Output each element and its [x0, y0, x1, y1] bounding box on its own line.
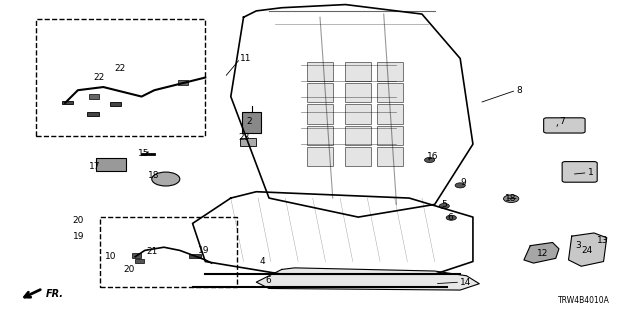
- Bar: [346, 147, 371, 166]
- Text: 19: 19: [73, 232, 84, 241]
- Bar: [243, 112, 261, 133]
- Text: 23: 23: [239, 133, 250, 142]
- Text: 21: 21: [147, 247, 158, 257]
- Text: 4: 4: [259, 257, 265, 266]
- Text: 13: 13: [597, 236, 609, 245]
- Text: 24: 24: [581, 246, 593, 255]
- Circle shape: [504, 195, 519, 203]
- FancyBboxPatch shape: [562, 162, 597, 182]
- Polygon shape: [568, 233, 607, 266]
- Polygon shape: [256, 268, 479, 290]
- Bar: [378, 105, 403, 124]
- Polygon shape: [524, 243, 559, 263]
- Circle shape: [424, 157, 435, 163]
- Text: 17: 17: [89, 162, 100, 171]
- Bar: [132, 253, 141, 258]
- Text: 18: 18: [505, 194, 516, 203]
- Bar: [62, 101, 74, 105]
- Bar: [36, 19, 205, 136]
- Text: 1: 1: [588, 168, 593, 177]
- Text: 2: 2: [246, 117, 252, 126]
- Bar: [378, 147, 403, 166]
- Bar: [346, 83, 371, 102]
- Bar: [307, 83, 333, 102]
- Bar: [189, 254, 201, 258]
- Bar: [378, 126, 403, 145]
- Text: 22: 22: [115, 63, 126, 73]
- Bar: [346, 105, 371, 124]
- Circle shape: [439, 204, 449, 209]
- Bar: [100, 217, 237, 287]
- Bar: [88, 112, 99, 116]
- Bar: [96, 158, 126, 171]
- Text: 3: 3: [575, 241, 580, 250]
- Bar: [378, 62, 403, 81]
- Bar: [378, 83, 403, 102]
- Text: 12: 12: [537, 249, 548, 258]
- Text: 20: 20: [73, 216, 84, 225]
- Text: 11: 11: [241, 54, 252, 63]
- Bar: [178, 80, 188, 85]
- Text: 19: 19: [198, 246, 209, 255]
- Text: 5: 5: [441, 200, 447, 209]
- Text: FR.: FR.: [46, 289, 64, 299]
- Bar: [346, 126, 371, 145]
- Bar: [346, 62, 371, 81]
- Bar: [109, 102, 121, 106]
- Bar: [307, 62, 333, 81]
- Text: 18: 18: [148, 172, 159, 180]
- Text: 22: 22: [94, 73, 105, 82]
- Circle shape: [455, 183, 465, 188]
- Text: 9: 9: [460, 178, 466, 187]
- Circle shape: [152, 172, 180, 186]
- Bar: [307, 147, 333, 166]
- Bar: [135, 259, 144, 263]
- Text: TRW4B4010A: TRW4B4010A: [558, 296, 610, 305]
- Circle shape: [446, 215, 456, 220]
- Bar: [89, 94, 99, 99]
- Text: 7: 7: [559, 117, 564, 126]
- Text: 15: 15: [138, 149, 150, 158]
- Text: 6: 6: [447, 212, 453, 222]
- Bar: [241, 138, 256, 146]
- Bar: [307, 126, 333, 145]
- FancyBboxPatch shape: [543, 118, 585, 133]
- Text: 8: 8: [516, 86, 522, 95]
- Text: 10: 10: [104, 252, 116, 261]
- Text: 20: 20: [124, 265, 135, 274]
- Text: 6: 6: [266, 276, 271, 285]
- Bar: [307, 105, 333, 124]
- Text: 16: 16: [427, 152, 438, 161]
- Text: 14: 14: [460, 278, 472, 287]
